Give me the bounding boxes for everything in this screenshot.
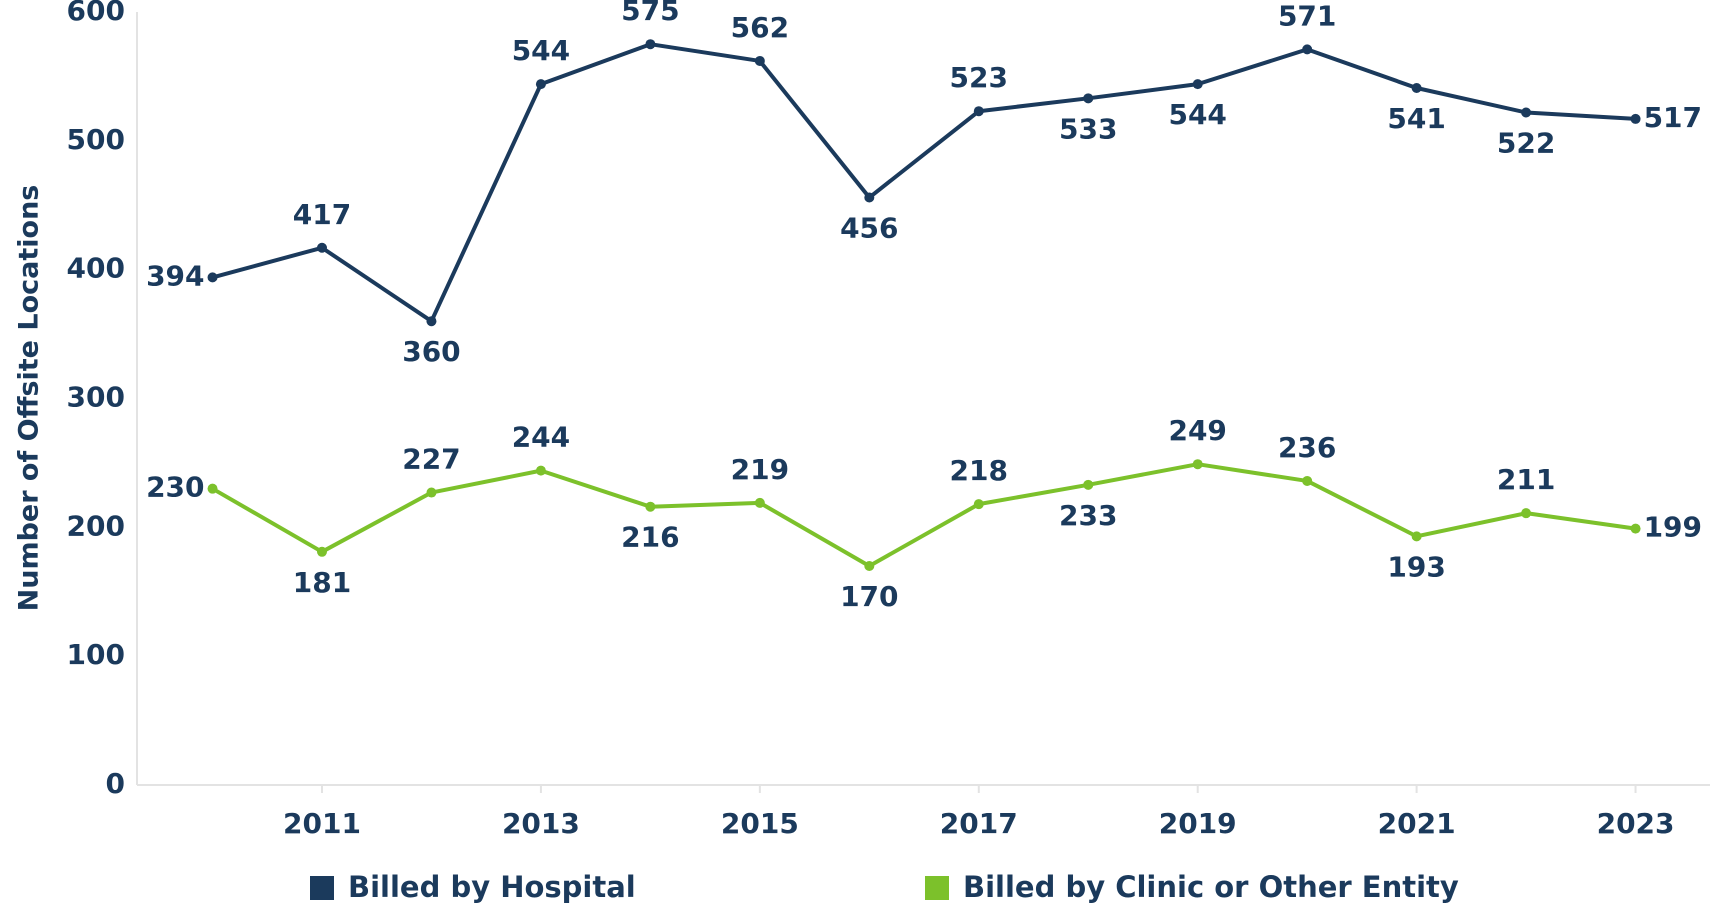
x-tick-label: 2019 (1159, 807, 1237, 840)
data-label: 522 (1497, 126, 1555, 159)
data-label: 456 (840, 212, 898, 245)
data-label: 193 (1387, 550, 1445, 583)
data-label: 417 (293, 198, 351, 231)
point (535, 79, 546, 90)
point (754, 55, 765, 66)
x-tick-label: 2017 (940, 807, 1018, 840)
point (426, 316, 437, 327)
data-label: 227 (402, 443, 460, 476)
series-line (211, 462, 1636, 568)
data-label: 230 (146, 471, 204, 504)
x-tick-label: 2015 (721, 807, 799, 840)
y-tick-label: 100 (67, 638, 125, 671)
point (1083, 93, 1094, 104)
y-axis-title: Number of Offsite Locations (14, 185, 45, 612)
y-tick-label: 400 (67, 252, 125, 285)
data-label: 523 (950, 61, 1008, 94)
data-label: 544 (1168, 98, 1226, 131)
point (1192, 79, 1203, 90)
point (1083, 479, 1094, 490)
y-tick-label: 500 (67, 123, 125, 156)
data-label: 533 (1059, 112, 1117, 145)
point (1302, 44, 1313, 55)
point (1192, 459, 1203, 470)
data-label: 233 (1059, 499, 1117, 532)
data-label: 181 (293, 566, 351, 599)
point (535, 465, 546, 476)
data-label: 360 (402, 335, 460, 368)
x-tick-label: 2011 (283, 807, 361, 840)
legend-label: Billed by Hospital (348, 870, 636, 904)
data-label: 219 (731, 453, 789, 486)
data-label: 575 (621, 0, 679, 27)
point (1521, 107, 1532, 118)
data-label: 244 (512, 421, 570, 454)
point (1521, 508, 1532, 519)
point (426, 487, 437, 498)
data-label: 571 (1278, 0, 1336, 32)
y-tick-label: 300 (67, 381, 125, 414)
point (864, 560, 875, 571)
data-label: 544 (512, 34, 570, 67)
data-label: 216 (621, 521, 679, 554)
point (1302, 475, 1313, 486)
point (864, 192, 875, 203)
x-tick-label: 2021 (1378, 807, 1456, 840)
data-label: 541 (1387, 102, 1445, 135)
point (973, 106, 984, 117)
point (973, 499, 984, 510)
series-line (212, 42, 1636, 324)
data-label: 211 (1497, 463, 1555, 496)
point (754, 497, 765, 508)
data-label: 517 (1644, 101, 1702, 134)
y-tick-label: 0 (106, 767, 125, 800)
point (207, 272, 218, 283)
data-label: 170 (840, 580, 898, 613)
x-tick-label: 2013 (502, 807, 580, 840)
y-tick-label: 200 (67, 509, 125, 542)
legend-swatch (925, 876, 949, 900)
point (1411, 83, 1422, 94)
data-label: 218 (950, 454, 1008, 487)
data-label: 236 (1278, 431, 1336, 464)
x-tick-label: 2023 (1597, 807, 1675, 840)
point (1630, 113, 1641, 124)
data-label: 249 (1168, 414, 1226, 447)
point (316, 546, 327, 557)
y-tick-label: 600 (67, 0, 125, 27)
point (1630, 523, 1641, 534)
point (207, 483, 218, 494)
point (1411, 531, 1422, 542)
legend-swatch (310, 876, 334, 900)
data-label: 199 (1644, 511, 1702, 544)
legend-label: Billed by Clinic or Other Entity (963, 870, 1459, 904)
data-label: 562 (731, 11, 789, 44)
point (645, 39, 656, 50)
data-label: 394 (146, 259, 204, 292)
point (316, 242, 327, 253)
point (645, 501, 656, 512)
